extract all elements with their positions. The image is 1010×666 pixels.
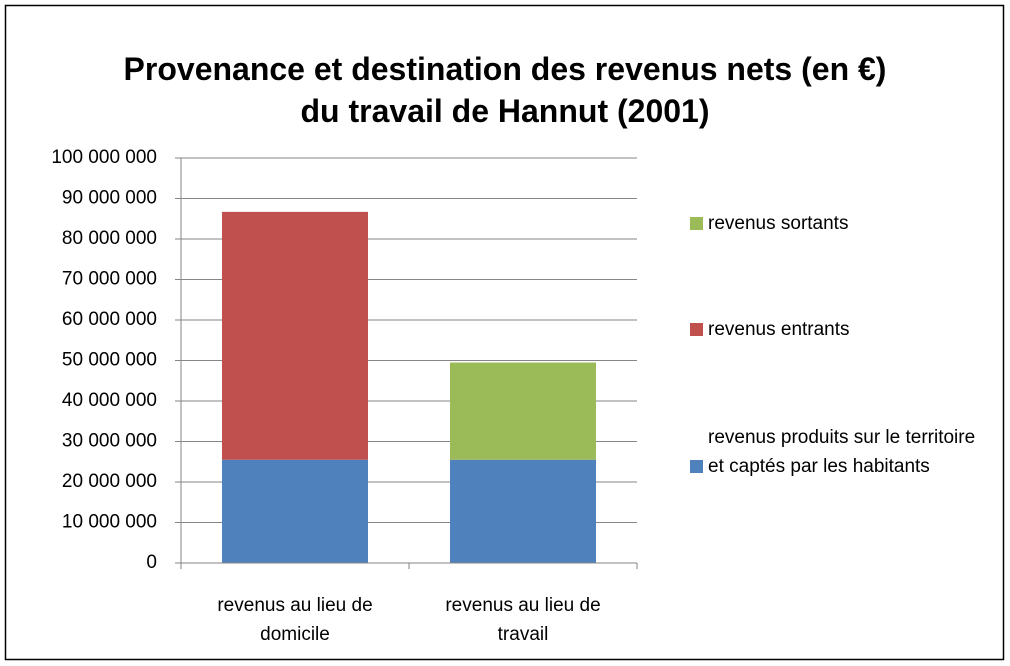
y-tick-label: 10 000 000 [62, 512, 157, 533]
y-tick-label: 0 [146, 552, 157, 573]
bar-segment [450, 362, 596, 460]
y-tick-label: 40 000 000 [62, 390, 157, 411]
x-tick-label: revenus au lieu de domicile [217, 595, 372, 645]
bar-segment [222, 211, 368, 460]
y-tick-label: 50 000 000 [62, 350, 157, 371]
chart-title: Provenance et destination des revenus ne… [124, 51, 887, 129]
y-tick-label: 100 000 000 [51, 147, 157, 168]
y-tick-label: 80 000 000 [62, 228, 157, 249]
x-tick-label: revenus au lieu de travail [445, 595, 600, 645]
legend-label: revenus entrants [708, 319, 850, 340]
y-tick-label: 20 000 000 [62, 471, 157, 492]
legend-swatch [690, 217, 703, 230]
legend-swatch [690, 323, 703, 336]
y-tick-label: 30 000 000 [62, 431, 157, 452]
y-tick-label: 60 000 000 [62, 309, 157, 330]
y-tick-label: 70 000 000 [62, 269, 157, 290]
legend-label: revenus sortants [708, 213, 848, 234]
bar-segment [222, 459, 368, 563]
y-tick-label: 90 000 000 [62, 188, 157, 209]
bar-segment [450, 459, 596, 563]
legend-swatch [690, 460, 703, 473]
legend-label: revenus produits sur le territoire et cap… [708, 427, 975, 477]
